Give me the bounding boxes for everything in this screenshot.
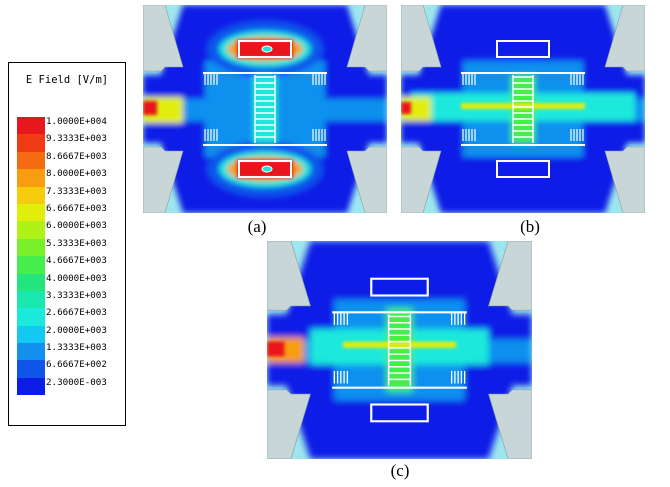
caption-c: (c): [390, 461, 410, 480]
legend-swatch: [17, 256, 45, 274]
field-region: [253, 75, 277, 143]
legend-swatch: [17, 308, 45, 326]
legend-label: 6.6667E+003: [46, 202, 107, 214]
legend-swatch: [17, 238, 45, 257]
legend-label: 4.6667E+003: [46, 255, 107, 267]
corner-wedge: [401, 5, 442, 72]
legend-swatch: [17, 325, 45, 344]
legend-swatch: [17, 169, 45, 187]
legend-swatch: [17, 273, 45, 291]
patch-resonator: [370, 277, 429, 297]
caption-a: (a): [247, 217, 267, 236]
conductor-line: [461, 72, 585, 146]
hotspot: [401, 102, 411, 114]
probe-dot: [261, 165, 273, 173]
corner-wedge: [267, 241, 311, 311]
legend-label: 6.0000E+003: [46, 220, 107, 232]
legend-swatch: [17, 221, 45, 239]
legend-label: 7.3333E+003: [46, 185, 107, 197]
patch-resonator: [496, 160, 550, 178]
patch-resonator: [370, 403, 429, 423]
corner-wedge: [604, 5, 645, 72]
legend-label: 6.6667E+002: [46, 359, 107, 371]
corner-wedge: [346, 5, 387, 72]
legend-label: 2.0000E+003: [46, 324, 107, 336]
conductor-line: [332, 311, 467, 389]
field-plot-c: [267, 241, 532, 459]
legend-swatch: [17, 360, 45, 378]
hotspot: [461, 103, 585, 109]
hotspot-layer: [401, 102, 585, 114]
hotspot: [343, 341, 456, 348]
corner-wedge: [143, 5, 184, 72]
hotspot-layer: [267, 341, 456, 357]
legend-swatch: [17, 343, 45, 361]
corner-wedge: [488, 241, 532, 311]
corner-wedge: [488, 389, 532, 459]
legend-label: 3.3333E+003: [46, 289, 107, 301]
legend-label: 9.3333E+003: [46, 133, 107, 145]
hotspot: [267, 341, 285, 357]
color-legend: E Field [V/m] 1.0000E+004 9.3333E+003 8.66…: [8, 62, 126, 426]
legend-swatch: [17, 377, 45, 396]
probe-dot: [261, 45, 273, 53]
field-plot-b: [401, 5, 645, 213]
corner-wedge: [401, 146, 442, 213]
corner-wedge: [143, 146, 184, 213]
field-plot-a: [143, 5, 387, 213]
legend-swatch: [17, 151, 45, 170]
legend-label: 5.3333E+003: [46, 237, 107, 249]
legend-label: 8.6667E+003: [46, 150, 107, 162]
conductor-line: [203, 72, 327, 146]
patch-resonator: [496, 40, 550, 58]
field-layer: [267, 241, 532, 459]
field-layer: [143, 5, 387, 213]
legend-label: 2.6667E+003: [46, 307, 107, 319]
legend-swatch: [17, 290, 45, 309]
patch-resonator: [238, 40, 292, 58]
legend-label: 2.3000E-003: [46, 376, 107, 388]
hotspot: [143, 101, 157, 115]
legend-label: 1.0000E+004: [46, 116, 107, 127]
legend-swatch: [17, 203, 45, 222]
patch-resonator: [238, 160, 292, 178]
legend-title: E Field [V/m]: [25, 74, 109, 86]
legend-swatch: [17, 117, 45, 135]
legend-swatch: [17, 186, 45, 204]
corner-wedge: [267, 389, 311, 459]
legend-label: 4.0000E+003: [46, 272, 107, 284]
caption-b: (b): [520, 217, 540, 236]
legend-swatch: [17, 134, 45, 152]
legend-label: 1.3333E+003: [46, 342, 107, 354]
corner-wedge: [346, 146, 387, 213]
corner-wedge: [604, 146, 645, 213]
legend-label: 8.0000E+003: [46, 168, 107, 180]
